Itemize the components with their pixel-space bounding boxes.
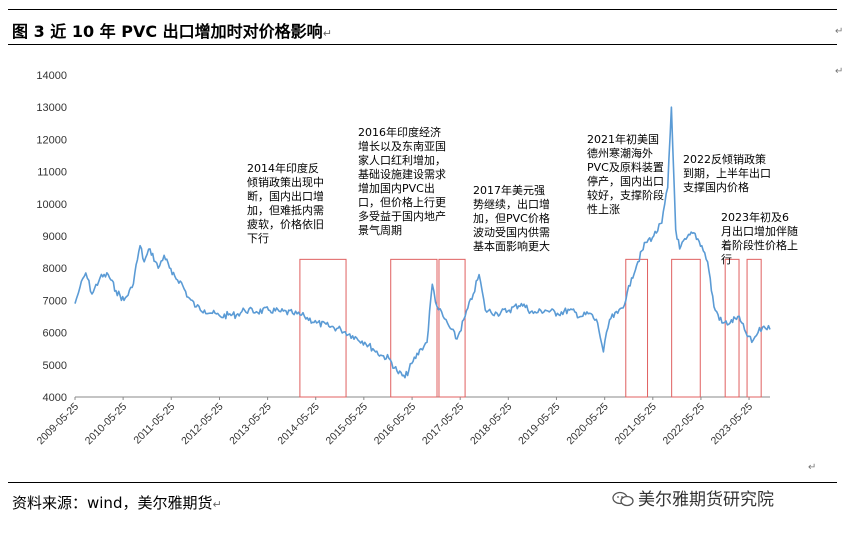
y-tick-label: 13000	[36, 102, 67, 114]
highlight-box	[671, 258, 701, 398]
wechat-logo-icon	[612, 491, 634, 507]
x-tick-label: 2018-05-25	[468, 401, 515, 448]
annotation-2016: 2016年印度经济增长以及东南亚国家人口红利增加，基础设施建设需求增加国内PVC…	[358, 126, 446, 237]
highlight-box	[390, 258, 438, 398]
x-tick-label: 2016-05-25	[372, 401, 419, 448]
y-tick-label: 6000	[43, 328, 67, 340]
source-top-rule	[8, 482, 837, 483]
source-note: 资料来源：wind，美尔雅期货↵	[12, 494, 222, 512]
price-line-layer	[74, 106, 771, 379]
y-tick-label: 9000	[43, 231, 67, 243]
x-tick-label: 2017-05-25	[420, 401, 467, 448]
annotation-2017: 2017年美元强势继续，出口增加，但PVC价格波动受国内供需基本面影响更大	[473, 184, 550, 253]
x-tick-label: 2013-05-25	[227, 401, 274, 448]
y-tick-labels: 4000 5000 6000 7000 8000 9000 10000 11000 12000 1…	[36, 70, 67, 404]
x-tick-label: 2020-05-25	[564, 401, 611, 448]
x-tick-label: 2022-05-25	[661, 401, 708, 448]
x-tick-label: 2023-05-25	[709, 401, 756, 448]
pvc-price-chart: 4000 5000 6000 7000 8000 9000 10000 11000 12000 1…	[35, 70, 771, 448]
highlight-boxes	[299, 258, 762, 398]
x-tick-labels: 2009-05-25 2010-05-25 2011-05-25 2012-05-25…	[35, 397, 756, 448]
y-tick-label: 5000	[43, 360, 67, 372]
y-tick-label: 8000	[43, 263, 67, 275]
price-series-line	[74, 106, 771, 379]
y-tick-label: 11000	[37, 167, 67, 179]
highlight-box	[724, 258, 740, 398]
x-tick-label: 2019-05-25	[516, 401, 563, 448]
title-rule	[8, 44, 837, 45]
y-tick-label: 10000	[36, 199, 67, 211]
paragraph-mark: ↵	[835, 66, 844, 77]
paragraph-mark: ↵	[808, 462, 817, 473]
y-tick-label: 12000	[36, 134, 67, 146]
x-tick-label: 2014-05-25	[275, 401, 322, 448]
highlight-box	[746, 258, 762, 398]
watermark: 美尔雅期货研究院	[612, 485, 774, 510]
annotation-2022: 2022反倾销政策到期，上半年出口支撑国内价格	[683, 153, 771, 194]
x-tick-label: 2021-05-25	[612, 401, 659, 448]
annotation-2023: 2023年初及6月出口增加伴随着阶段性价格上行	[721, 211, 798, 266]
highlight-box	[438, 258, 466, 398]
top-rule	[8, 9, 837, 10]
annotation-2021: 2021年初美国德州寒潮海外PVC及原料装置停产，国内出口较好，支撑阶段性上涨	[587, 133, 664, 216]
y-tick-label: 4000	[43, 392, 67, 404]
x-tick-label: 2011-05-25	[131, 401, 177, 447]
figure-title: 图 3 近 10 年 PVC 出口增加时对价格影响↵	[12, 22, 332, 41]
x-tick-label: 2010-05-25	[83, 401, 130, 448]
annotation-2014: 2014年印度反倾销政策出现中断，国内出口增加，但难抵内需疲软，价格依旧下行	[247, 162, 324, 245]
paragraph-mark: ↵	[835, 26, 844, 37]
x-tick-label: 2009-05-25	[35, 401, 82, 448]
y-tick-label: 7000	[43, 295, 67, 307]
highlight-box	[625, 258, 649, 398]
y-tick-label: 14000	[36, 70, 67, 82]
x-tick-label: 2015-05-25	[323, 401, 370, 448]
x-tick-label: 2012-05-25	[179, 401, 226, 448]
highlight-box	[299, 258, 347, 398]
